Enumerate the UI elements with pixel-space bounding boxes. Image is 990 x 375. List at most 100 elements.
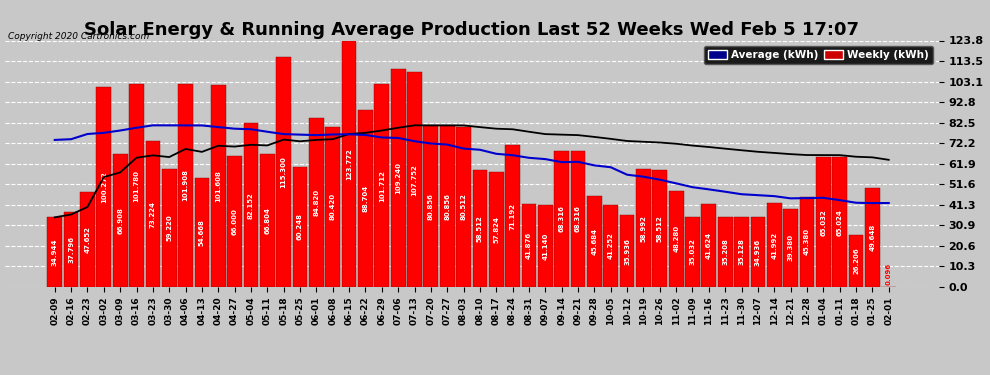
Bar	[816, 158, 831, 287]
Text: 58.992: 58.992	[641, 215, 646, 242]
Text: 66.908: 66.908	[117, 207, 123, 234]
Text: 34.936: 34.936	[755, 238, 761, 266]
Title: Solar Energy & Running Average Production Last 52 Weeks Wed Feb 5 17:07: Solar Energy & Running Average Productio…	[84, 21, 859, 39]
Text: 35.128: 35.128	[739, 238, 744, 266]
Bar	[489, 172, 504, 287]
Bar	[587, 196, 602, 287]
Bar	[652, 170, 667, 287]
Text: 49.648: 49.648	[869, 224, 875, 251]
Bar	[63, 211, 78, 287]
Text: 66.804: 66.804	[264, 207, 270, 234]
Text: 123.772: 123.772	[346, 148, 352, 180]
Bar	[228, 156, 242, 287]
Text: 101.712: 101.712	[379, 170, 385, 202]
Text: 34.944: 34.944	[51, 238, 57, 266]
Bar	[472, 170, 487, 287]
Legend: Average (kWh), Weekly (kWh): Average (kWh), Weekly (kWh)	[704, 46, 934, 64]
Bar	[767, 203, 782, 287]
Bar	[161, 169, 176, 287]
Text: 41.624: 41.624	[706, 232, 712, 259]
Text: 80.512: 80.512	[460, 194, 466, 220]
Bar	[146, 141, 160, 287]
Text: 66.000: 66.000	[232, 208, 238, 235]
Bar	[800, 196, 815, 287]
Bar	[96, 87, 111, 287]
Text: 54.668: 54.668	[199, 219, 205, 246]
Bar	[80, 192, 95, 287]
Text: 115.300: 115.300	[281, 156, 287, 188]
Text: 0.096: 0.096	[886, 262, 892, 285]
Bar	[309, 118, 324, 287]
Text: 41.876: 41.876	[526, 232, 532, 259]
Text: 101.908: 101.908	[182, 170, 188, 201]
Text: 39.380: 39.380	[788, 234, 794, 261]
Bar	[735, 217, 748, 287]
Bar	[833, 158, 847, 287]
Text: 68.316: 68.316	[558, 206, 564, 232]
Text: 60.248: 60.248	[297, 213, 303, 240]
Bar	[178, 84, 193, 287]
Text: 37.796: 37.796	[68, 236, 74, 263]
Text: 58.512: 58.512	[477, 215, 483, 242]
Bar	[865, 188, 880, 287]
Text: 35.208: 35.208	[722, 238, 729, 265]
Text: 58.512: 58.512	[656, 215, 662, 242]
Bar	[685, 217, 700, 287]
Text: 45.684: 45.684	[591, 228, 597, 255]
Bar	[637, 170, 650, 287]
Text: 109.240: 109.240	[395, 162, 401, 194]
Text: Copyright 2020 Cartronics.com: Copyright 2020 Cartronics.com	[8, 32, 149, 41]
Bar	[522, 204, 537, 287]
Bar	[440, 126, 454, 287]
Text: 57.824: 57.824	[493, 216, 499, 243]
Text: 41.992: 41.992	[771, 231, 777, 259]
Text: 100.272: 100.272	[101, 171, 107, 203]
Text: 47.652: 47.652	[84, 226, 90, 253]
Bar	[848, 235, 863, 287]
Bar	[456, 127, 471, 287]
Bar	[407, 72, 422, 287]
Bar	[195, 178, 209, 287]
Text: 107.752: 107.752	[412, 164, 418, 195]
Bar	[669, 191, 683, 287]
Bar	[424, 126, 439, 287]
Bar	[538, 205, 552, 287]
Text: 71.192: 71.192	[510, 202, 516, 229]
Bar	[750, 217, 765, 287]
Text: 68.316: 68.316	[575, 206, 581, 232]
Text: 35.032: 35.032	[689, 238, 696, 266]
Text: 84.820: 84.820	[314, 189, 320, 216]
Bar	[718, 217, 733, 287]
Bar	[342, 40, 356, 287]
Bar	[374, 84, 389, 287]
Text: 65.024: 65.024	[837, 209, 842, 236]
Bar	[391, 69, 406, 287]
Text: 41.140: 41.140	[543, 232, 548, 260]
Bar	[570, 151, 585, 287]
Text: 80.420: 80.420	[330, 193, 336, 220]
Bar	[505, 145, 520, 287]
Text: 73.224: 73.224	[149, 201, 155, 228]
Bar	[358, 110, 373, 287]
Text: 101.780: 101.780	[134, 170, 140, 202]
Bar	[326, 127, 341, 287]
Text: 41.252: 41.252	[608, 232, 614, 259]
Text: 65.032: 65.032	[821, 209, 827, 236]
Bar	[260, 154, 274, 287]
Bar	[554, 151, 569, 287]
Bar	[783, 209, 798, 287]
Bar	[113, 154, 128, 287]
Text: 101.608: 101.608	[215, 170, 222, 202]
Bar	[603, 205, 618, 287]
Text: 88.704: 88.704	[362, 185, 368, 212]
Bar	[48, 217, 62, 287]
Text: 59.220: 59.220	[166, 214, 172, 242]
Bar	[293, 167, 307, 287]
Bar	[620, 215, 635, 287]
Bar	[276, 57, 291, 287]
Text: 48.280: 48.280	[673, 225, 679, 252]
Bar	[211, 85, 226, 287]
Bar	[129, 84, 144, 287]
Text: 80.856: 80.856	[428, 193, 434, 220]
Text: 45.380: 45.380	[804, 228, 810, 255]
